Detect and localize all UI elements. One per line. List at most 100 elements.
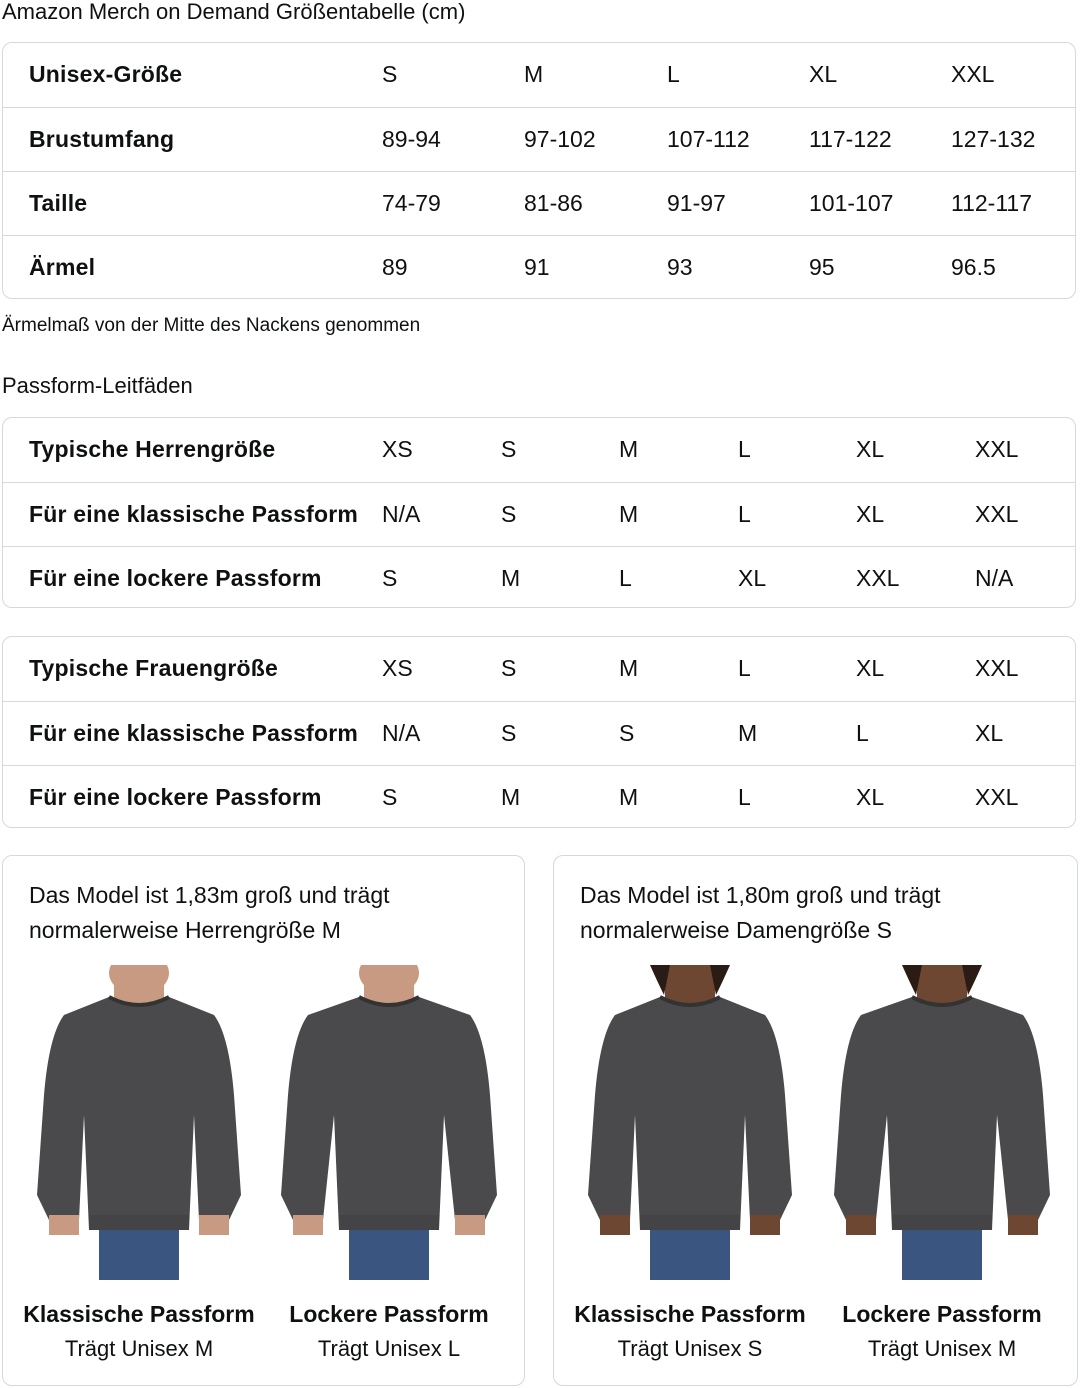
model-description: Das Model ist 1,83m groß und trägt norma… — [29, 882, 390, 943]
table-row: Für eine klassische Passform N/A S S M L XL — [3, 701, 1075, 765]
table-cell: XS — [382, 436, 413, 462]
model-photo — [832, 951, 1052, 1280]
table-cell: XXL — [951, 61, 995, 87]
fit-name: Klassische Passform — [23, 1301, 255, 1327]
table-cell: L — [738, 501, 751, 527]
table-cell: XL — [809, 61, 838, 87]
table-cell: L — [667, 61, 680, 87]
sweatshirt — [834, 997, 1050, 1230]
table-row: Für eine klassische Passform N/A S M L XL XXL — [3, 482, 1075, 546]
table-row: Für eine lockere Passform S M M L XL XXL — [3, 765, 1075, 827]
row-label: Taille — [29, 190, 88, 216]
table-cell: N/A — [382, 720, 421, 746]
fit-caption: Klassische Passform Trägt Unisex S — [565, 1296, 815, 1366]
table-cell: XL — [738, 565, 767, 591]
row-label: Brustumfang — [29, 126, 175, 152]
fit-guide-title: Passform-Leitfäden — [2, 373, 193, 398]
page-title: Amazon Merch on Demand Größentabelle (cm… — [2, 0, 466, 24]
table-cell: S — [619, 720, 635, 746]
sleeve-note: Ärmelmaß von der Mitte des Nackens genom… — [2, 315, 421, 336]
fit-name: Lockere Passform — [842, 1301, 1042, 1327]
table-cell: 112-117 — [951, 190, 1032, 216]
table-cell: XL — [856, 784, 885, 810]
table-cell: 93 — [667, 254, 693, 280]
table-cell: S — [382, 61, 398, 87]
men-model-panel: Das Model ist 1,83m groß und trägt norma… — [2, 855, 525, 1386]
table-cell: M — [738, 720, 758, 746]
table-cell: L — [738, 436, 751, 462]
table-cell: XL — [856, 436, 885, 462]
table-row: Brustumfang 89-94 97-102 107-112 117-122 127-… — [3, 107, 1075, 171]
table-row: Unisex-Größe S M L XL XXL — [3, 43, 1075, 107]
table-cell: 127-132 — [951, 126, 1036, 152]
sweatshirt — [281, 997, 497, 1230]
table-row: Taille 74-79 81-86 91-97 101-107 112-117 — [3, 171, 1075, 235]
table-cell: L — [619, 565, 632, 591]
row-label: Unisex-Größe — [29, 61, 183, 87]
table-cell: M — [619, 436, 639, 462]
men-fit-table: Typische Herrengröße XS S M L XL XXL Für eine k… — [2, 417, 1076, 608]
row-label: Für eine lockere Passform — [29, 784, 322, 810]
row-label: Für eine klassische Passform — [29, 720, 359, 746]
table-cell: 74-79 — [382, 190, 441, 216]
table-cell: 89 — [382, 254, 408, 280]
women-fit-table: Typische Frauengröße XS S M L XL XXL Für eine k… — [2, 636, 1076, 828]
table-row: Ärmel 89 91 93 95 96.5 — [3, 235, 1075, 298]
table-cell: S — [501, 655, 517, 681]
table-cell: 117-122 — [809, 126, 892, 152]
fit-name: Lockere Passform — [289, 1301, 489, 1327]
table-row: Für eine lockere Passform S M L XL XXL N/A — [3, 546, 1075, 607]
fit-size: Trägt Unisex S — [617, 1336, 763, 1361]
table-cell: XXL — [856, 565, 900, 591]
model-description: Das Model ist 1,80m groß und trägt norma… — [580, 882, 941, 943]
sweatshirt — [588, 997, 792, 1230]
table-cell: XXL — [975, 655, 1019, 681]
table-cell: 95 — [809, 254, 835, 280]
table-cell: L — [738, 655, 751, 681]
table-cell: S — [382, 565, 398, 591]
table-cell: L — [856, 720, 869, 746]
row-label: Für eine klassische Passform — [29, 501, 359, 527]
table-cell: L — [738, 784, 751, 810]
table-cell: M — [501, 784, 521, 810]
table-cell: XXL — [975, 436, 1019, 462]
table-cell: 91-97 — [667, 190, 726, 216]
women-model-panel: Das Model ist 1,80m groß und trägt norma… — [553, 855, 1078, 1386]
table-cell: M — [524, 61, 544, 87]
table-cell: XS — [382, 655, 413, 681]
table-cell: S — [501, 501, 517, 527]
fit-caption: Klassische Passform Trägt Unisex M — [14, 1296, 264, 1366]
table-cell: N/A — [382, 501, 421, 527]
table-cell: 107-112 — [667, 126, 750, 152]
table-row: Typische Frauengröße XS S M L XL XXL — [3, 637, 1075, 701]
row-label: Für eine lockere Passform — [29, 565, 322, 591]
fit-size: Trägt Unisex L — [317, 1336, 461, 1361]
table-cell: 96.5 — [951, 254, 996, 280]
table-cell: M — [619, 501, 639, 527]
table-cell: M — [619, 784, 639, 810]
fit-size: Trägt Unisex M — [867, 1336, 1017, 1361]
fit-caption: Lockere Passform Trägt Unisex L — [264, 1296, 514, 1366]
row-label: Typische Herrengröße — [29, 436, 276, 462]
table-cell: 91 — [524, 254, 550, 280]
table-cell: 97-102 — [524, 126, 596, 152]
table-cell: S — [501, 436, 517, 462]
table-cell: XXL — [975, 501, 1019, 527]
table-cell: S — [501, 720, 517, 746]
sweatshirt — [37, 997, 241, 1230]
model-photo — [29, 951, 249, 1280]
row-label: Ärmel — [29, 254, 96, 280]
table-cell: M — [619, 655, 639, 681]
fit-caption: Lockere Passform Trägt Unisex M — [817, 1296, 1067, 1366]
table-cell: N/A — [975, 565, 1014, 591]
table-cell: XL — [975, 720, 1004, 746]
table-cell: 81-86 — [524, 190, 583, 216]
model-photo — [580, 951, 800, 1280]
row-label: Typische Frauengröße — [29, 655, 278, 681]
table-cell: 101-107 — [809, 190, 894, 216]
size-table: Unisex-Größe S M L XL XXL Brustumfang 89-94 97-1… — [2, 42, 1076, 299]
table-cell: 89-94 — [382, 126, 441, 152]
table-cell: XXL — [975, 784, 1019, 810]
table-cell: XL — [856, 655, 885, 681]
table-cell: M — [501, 565, 521, 591]
